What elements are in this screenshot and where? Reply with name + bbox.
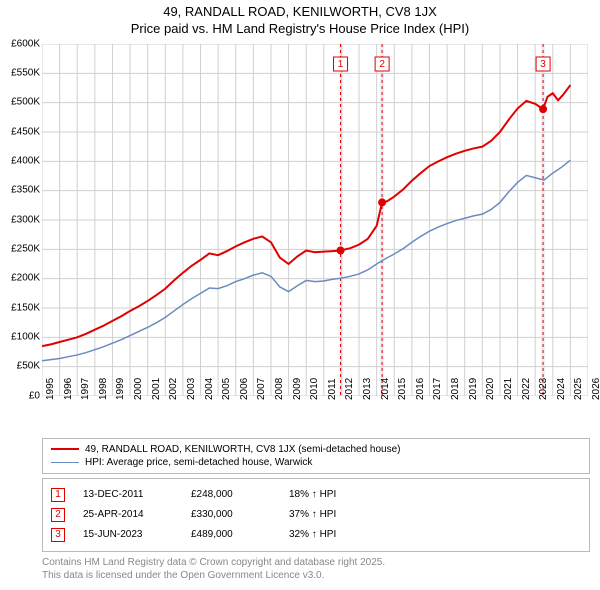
legend-box: 49, RANDALL ROAD, KENILWORTH, CV8 1JX (s… <box>42 438 590 474</box>
y-axis-tick-label: £0 <box>0 390 40 401</box>
x-axis-tick-label: 2008 <box>274 378 285 400</box>
x-axis-tick-label: 2021 <box>503 378 514 400</box>
sale-marker-icon: 3 <box>51 528 65 542</box>
legend-line-series1 <box>51 448 79 450</box>
y-axis-tick-label: £250K <box>0 244 40 255</box>
legend-row-series2: HPI: Average price, semi-detached house,… <box>51 456 581 469</box>
x-axis-tick-label: 2002 <box>168 378 179 400</box>
sale-diff: 37% ↑ HPI <box>289 509 336 520</box>
chart-container: 49, RANDALL ROAD, KENILWORTH, CV8 1JX Pr… <box>0 0 600 590</box>
legend-line-series2 <box>51 462 79 463</box>
y-axis-tick-label: £350K <box>0 185 40 196</box>
x-axis-tick-label: 2019 <box>468 378 479 400</box>
x-axis-tick-label: 2014 <box>380 378 391 400</box>
sale-price: £489,000 <box>191 529 271 540</box>
y-axis-tick-label: £300K <box>0 214 40 225</box>
chart-svg: 1 2 3 <box>42 44 588 396</box>
y-axis-tick-label: £400K <box>0 156 40 167</box>
title-line2: Price paid vs. HM Land Registry's House … <box>0 21 600 38</box>
y-axis-tick-label: £100K <box>0 332 40 343</box>
footer-line1: Contains HM Land Registry data © Crown c… <box>42 556 590 569</box>
x-axis-tick-label: 2018 <box>450 378 461 400</box>
sale-date: 13-DEC-2011 <box>83 489 173 500</box>
title-line1: 49, RANDALL ROAD, KENILWORTH, CV8 1JX <box>0 4 600 21</box>
sale-marker-icon: 2 <box>51 508 65 522</box>
x-axis-tick-label: 2020 <box>485 378 496 400</box>
x-axis-tick-label: 2016 <box>415 378 426 400</box>
legend-label-series2: HPI: Average price, semi-detached house,… <box>85 457 312 468</box>
legend-row-series1: 49, RANDALL ROAD, KENILWORTH, CV8 1JX (s… <box>51 443 581 456</box>
x-axis-tick-label: 1995 <box>45 378 56 400</box>
x-axis-tick-label: 1997 <box>80 378 91 400</box>
x-axis-tick-label: 1999 <box>115 378 126 400</box>
x-axis-tick-label: 2010 <box>309 378 320 400</box>
footer-attribution: Contains HM Land Registry data © Crown c… <box>42 556 590 582</box>
y-axis-tick-label: £500K <box>0 97 40 108</box>
x-axis-tick-label: 2025 <box>573 378 584 400</box>
sale-row: 3 15-JUN-2023 £489,000 32% ↑ HPI <box>51 525 581 545</box>
sale-row: 1 13-DEC-2011 £248,000 18% ↑ HPI <box>51 485 581 505</box>
sale-date: 25-APR-2014 <box>83 509 173 520</box>
x-axis-tick-label: 2013 <box>362 378 373 400</box>
x-axis-tick-label: 2009 <box>292 378 303 400</box>
y-axis-tick-label: £50K <box>0 361 40 372</box>
x-axis-tick-label: 2017 <box>432 378 443 400</box>
x-axis-tick-label: 1998 <box>98 378 109 400</box>
x-axis-tick-label: 2026 <box>591 378 600 400</box>
x-axis-tick-label: 2023 <box>538 378 549 400</box>
x-axis-tick-label: 2022 <box>521 378 532 400</box>
legend-label-series1: 49, RANDALL ROAD, KENILWORTH, CV8 1JX (s… <box>85 444 400 455</box>
x-axis-tick-label: 2024 <box>556 378 567 400</box>
y-axis-tick-label: £150K <box>0 302 40 313</box>
y-axis-tick-label: £600K <box>0 38 40 49</box>
x-axis-tick-label: 2004 <box>204 378 215 400</box>
sale-price: £330,000 <box>191 509 271 520</box>
sale-date: 15-JUN-2023 <box>83 529 173 540</box>
chart-plot-area: 123 £0£50K£100K£150K£200K£250K£300K£350K… <box>42 44 588 396</box>
x-axis-tick-label: 2005 <box>221 378 232 400</box>
svg-text:2: 2 <box>379 59 385 70</box>
footer-line2: This data is licensed under the Open Gov… <box>42 569 590 582</box>
x-axis-tick-label: 2003 <box>186 378 197 400</box>
x-axis-tick-label: 2012 <box>344 378 355 400</box>
svg-text:1: 1 <box>338 59 344 70</box>
x-axis-tick-label: 2011 <box>327 378 338 400</box>
sale-price: £248,000 <box>191 489 271 500</box>
sale-diff: 18% ↑ HPI <box>289 489 336 500</box>
y-axis-tick-label: £200K <box>0 273 40 284</box>
x-axis-tick-label: 2000 <box>133 378 144 400</box>
x-axis-tick-label: 2015 <box>397 378 408 400</box>
chart-title: 49, RANDALL ROAD, KENILWORTH, CV8 1JX Pr… <box>0 0 600 38</box>
sale-marker-icon: 1 <box>51 488 65 502</box>
x-axis-tick-label: 2001 <box>151 378 162 400</box>
sale-row: 2 25-APR-2014 £330,000 37% ↑ HPI <box>51 505 581 525</box>
y-axis-tick-label: £550K <box>0 68 40 79</box>
svg-text:3: 3 <box>540 59 546 70</box>
y-axis-tick-label: £450K <box>0 126 40 137</box>
sale-diff: 32% ↑ HPI <box>289 529 336 540</box>
sales-table: 1 13-DEC-2011 £248,000 18% ↑ HPI 2 25-APR-201… <box>42 478 590 552</box>
x-axis-tick-label: 2006 <box>239 378 250 400</box>
x-axis-tick-label: 2007 <box>256 378 267 400</box>
x-axis-tick-label: 1996 <box>63 378 74 400</box>
